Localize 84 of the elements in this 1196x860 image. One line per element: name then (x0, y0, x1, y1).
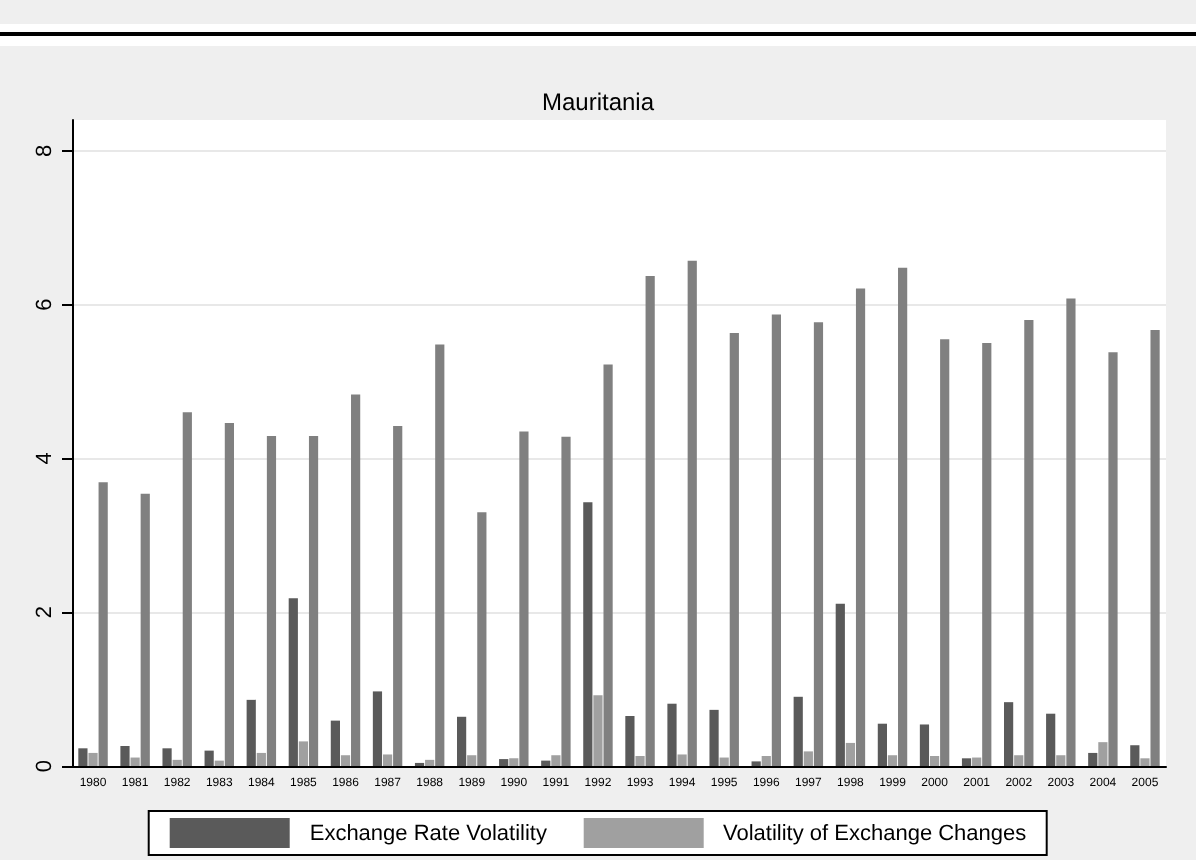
y-tick-label: 0 (33, 759, 57, 773)
y-tick-label: 6 (33, 298, 57, 311)
bar (603, 364, 613, 766)
bar (541, 760, 551, 766)
bar (477, 512, 487, 766)
bar (204, 750, 214, 766)
bar (340, 755, 351, 766)
bar (1014, 755, 1024, 766)
bar (972, 757, 982, 766)
bar (667, 703, 677, 766)
bar (551, 755, 561, 766)
y-tick-label: 4 (33, 452, 57, 465)
bar (425, 759, 435, 766)
bar (88, 752, 98, 766)
bar (583, 502, 593, 766)
bar (645, 276, 655, 766)
bar (1140, 758, 1150, 766)
bar (982, 343, 992, 766)
bar (709, 709, 719, 766)
bar (246, 699, 256, 766)
bar (140, 493, 150, 766)
bar (845, 742, 856, 766)
bar (940, 339, 950, 766)
bar (771, 314, 781, 766)
bar (172, 759, 182, 766)
bar (561, 436, 571, 766)
bar (898, 267, 908, 766)
bar (625, 716, 635, 766)
bar (855, 288, 866, 766)
bar (256, 752, 266, 766)
bar (719, 757, 729, 766)
bar (1046, 713, 1056, 766)
bar (687, 260, 697, 766)
bar (519, 431, 529, 766)
bar (330, 720, 340, 766)
bar (677, 754, 687, 766)
bar (182, 412, 192, 766)
y-tick-label: 8 (33, 144, 57, 157)
bar (835, 603, 845, 766)
bar (1088, 752, 1098, 766)
bar (288, 598, 298, 766)
bar (457, 716, 467, 766)
bar (793, 696, 803, 766)
bar (162, 748, 172, 766)
text: Exchange Rate Volatility (309, 821, 547, 845)
bar (351, 394, 361, 766)
bar (877, 723, 887, 766)
bar (298, 741, 309, 766)
bar (224, 423, 234, 766)
bar (308, 436, 319, 766)
bar (1108, 352, 1118, 766)
chart-title: Mauritania (541, 88, 655, 116)
bar (729, 333, 739, 766)
bar (467, 755, 477, 766)
bar (961, 758, 972, 766)
bar (130, 757, 140, 766)
bar (1056, 755, 1066, 766)
bar (499, 759, 509, 766)
bar (509, 758, 519, 766)
bar (1004, 702, 1014, 766)
bar (78, 748, 88, 766)
bar (1066, 298, 1076, 766)
bar (214, 760, 224, 766)
text: Volatility of Exchange Changes (722, 821, 1027, 845)
bar (761, 756, 771, 766)
bar (593, 695, 603, 766)
bar (1150, 329, 1160, 766)
bar (929, 756, 940, 766)
bar (98, 482, 108, 766)
bar (120, 746, 130, 766)
bar (919, 724, 930, 766)
bar (1024, 319, 1034, 766)
bar (393, 426, 403, 766)
bar (635, 756, 645, 766)
bar (372, 691, 383, 766)
bar (887, 755, 898, 766)
bar (382, 754, 393, 766)
bar (1098, 742, 1108, 766)
bar (266, 436, 277, 766)
bar (813, 322, 824, 766)
bar (803, 751, 813, 766)
bar (1130, 745, 1140, 766)
bar (435, 344, 445, 766)
y-tick-label: 2 (33, 606, 57, 619)
